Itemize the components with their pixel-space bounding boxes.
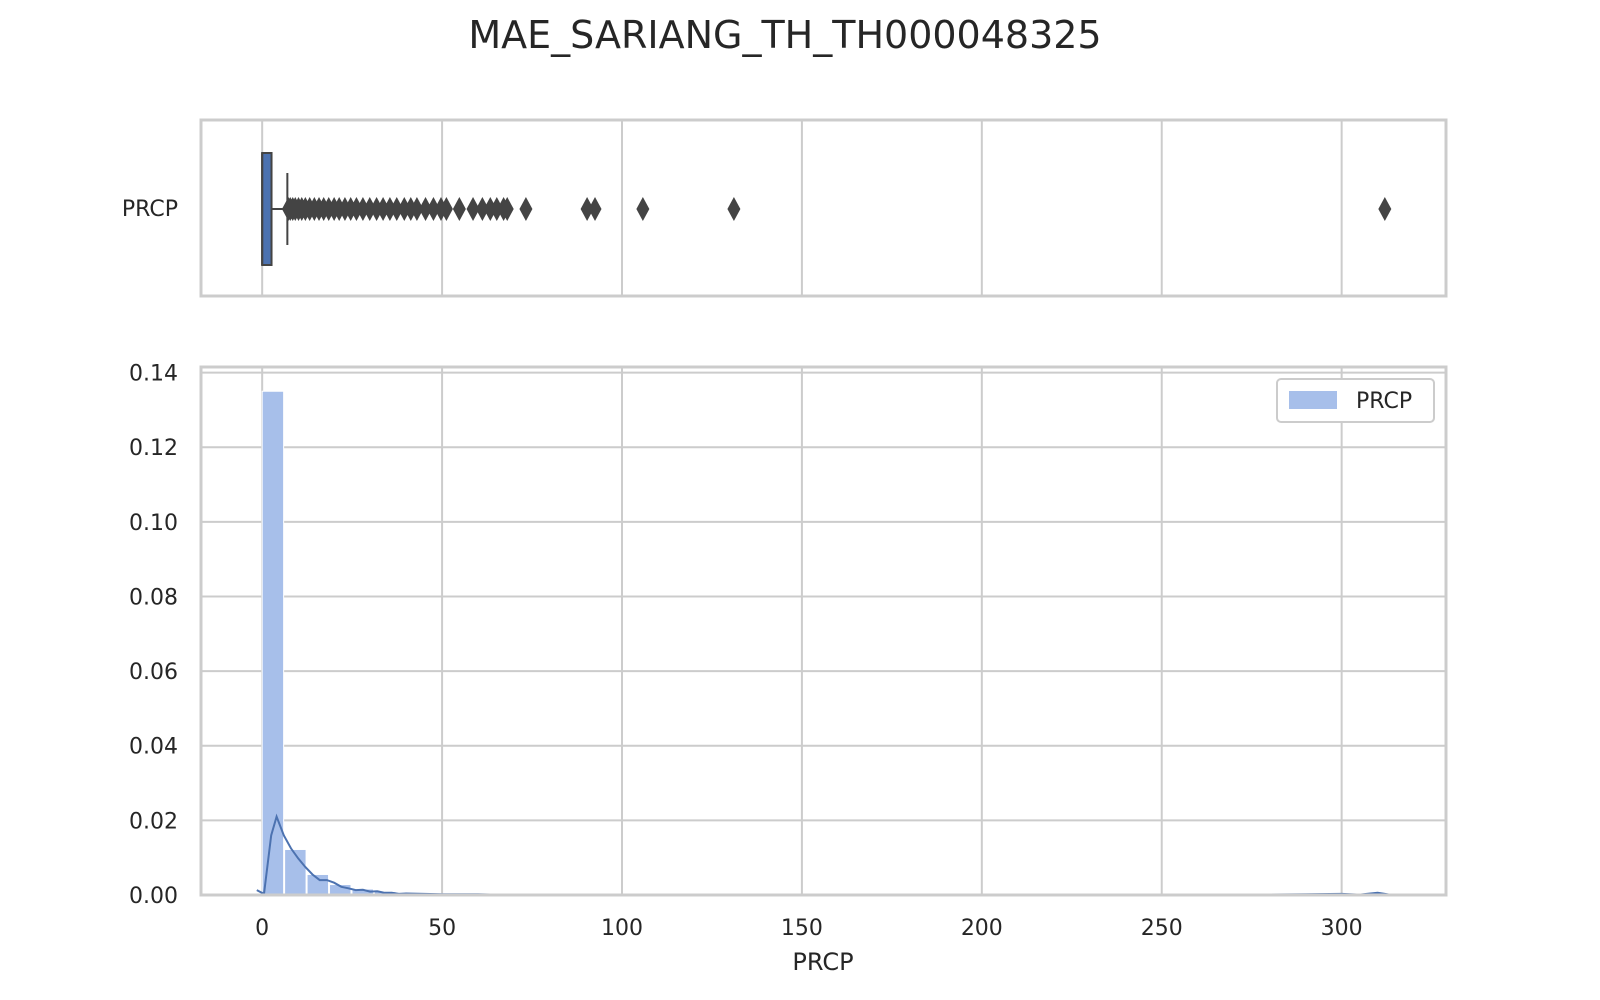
kde-line (256, 813, 1393, 896)
x-tick-label: 250 (1141, 916, 1183, 941)
legend-swatch (1289, 391, 1337, 409)
boxplot-outlier (519, 197, 533, 221)
y-tick-label: 0.14 (129, 362, 178, 387)
y-tick-labels: 0.00 0.02 0.04 0.06 0.08 0.10 0.12 0.14 (129, 362, 178, 909)
boxplot-outlier (439, 197, 453, 221)
x-axis-label: PRCP (792, 948, 853, 976)
histogram-gridlines (201, 367, 1446, 896)
boxplot-outlier (475, 197, 489, 221)
x-tick-label: 300 (1321, 916, 1363, 941)
boxplot-outlier (376, 197, 390, 221)
boxplot-category-label: PRCP (122, 197, 178, 222)
boxplot-outlier (466, 197, 480, 221)
histogram-bar (284, 848, 307, 896)
x-tick-labels: 0 50 100 150 200 250 300 (255, 916, 1362, 941)
y-tick-label: 0.04 (129, 735, 178, 760)
histogram-frame (199, 365, 1448, 897)
boxplot-outlier (383, 197, 397, 221)
boxplot-outlier (588, 197, 602, 221)
boxplot-outlier (490, 197, 504, 221)
boxplot-outlier (426, 197, 440, 221)
histogram-panel: 0.00 0.02 0.04 0.06 0.08 0.10 0.12 0.14 0 50 100 1… (129, 362, 1448, 976)
boxplot-outlier (363, 197, 377, 221)
boxplot-outlier (580, 197, 594, 221)
boxplot-outlier (500, 197, 514, 221)
y-tick-label: 0.00 (129, 884, 178, 909)
boxplot-panel: PRCP (122, 118, 1448, 298)
boxplot-outlier (452, 197, 466, 221)
boxplot-outlier (636, 197, 650, 221)
boxplot-outlier (410, 197, 424, 221)
legend-label: PRCP (1356, 389, 1412, 414)
y-tick-label: 0.06 (129, 660, 178, 685)
boxplot-outlier (356, 197, 370, 221)
x-tick-label: 200 (961, 916, 1003, 941)
x-tick-label: 150 (781, 916, 823, 941)
boxplot-outlier (419, 197, 433, 221)
histogram-bar (261, 390, 285, 896)
x-tick-label: 50 (428, 916, 456, 941)
boxplot-marks (261, 152, 1392, 266)
boxplot-gridlines (261, 120, 1343, 296)
x-tick-label: 100 (601, 916, 643, 941)
legend: PRCP (1276, 378, 1435, 423)
legend-box (1276, 378, 1435, 423)
x-tick-label: 0 (255, 916, 269, 941)
chart-title: MAE_SARIANG_TH_TH000048325 (468, 13, 1101, 57)
boxplot-outlier (390, 197, 404, 221)
boxplot-outlier (727, 197, 741, 221)
boxplot-box (261, 152, 273, 266)
y-tick-label: 0.12 (129, 436, 178, 461)
y-tick-label: 0.08 (129, 585, 178, 610)
y-tick-label: 0.02 (129, 809, 178, 834)
boxplot-outlier (1378, 197, 1392, 221)
boxplot-frame (199, 118, 1448, 298)
y-tick-label: 0.10 (129, 511, 178, 536)
